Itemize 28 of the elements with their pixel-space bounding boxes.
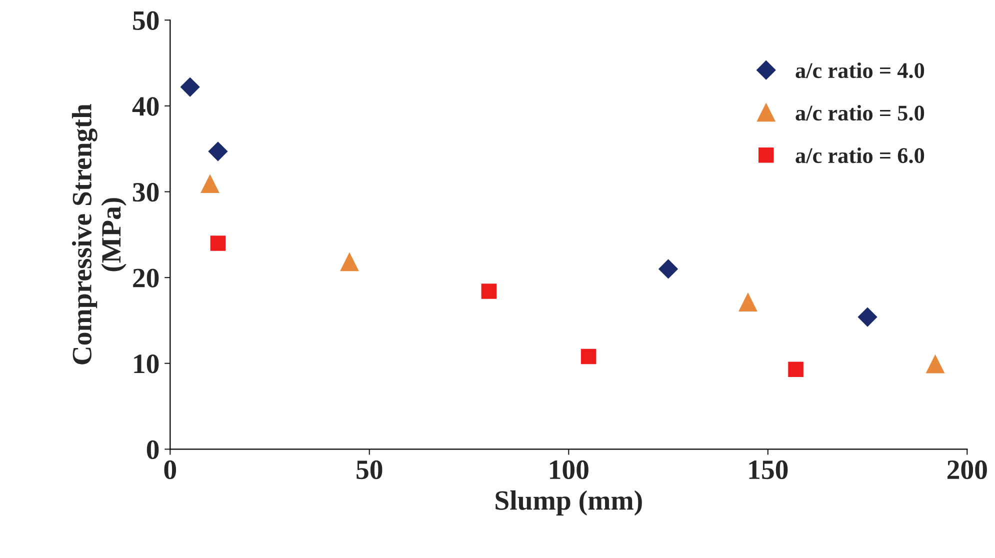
legend-label: a/c ratio = 6.0 [796, 147, 924, 164]
x-axis-title: Slump (mm) [496, 490, 642, 516]
y-tick-label: 40 [132, 97, 159, 116]
point [858, 307, 878, 327]
x-tick-label: 100 [550, 460, 588, 480]
legend-label: a/c ratio = 5.0 [796, 104, 924, 121]
point [481, 284, 497, 299]
legend-label: a/c ratio = 4.0 [796, 62, 924, 78]
point [208, 142, 228, 161]
x-tick-label: 0 [164, 460, 176, 480]
point [738, 293, 757, 312]
x-tick-label: 150 [749, 460, 788, 480]
point [658, 259, 678, 278]
point [580, 348, 596, 364]
point [340, 253, 358, 272]
point [788, 362, 804, 378]
y-tick-label: 30 [132, 182, 159, 202]
y-tick-label: 10 [134, 354, 159, 374]
y-tick-label: 0 [146, 440, 159, 460]
point [926, 355, 944, 374]
x-tick-label: 50 [356, 460, 382, 480]
y-tick-label: 50 [133, 11, 159, 30]
point [210, 236, 226, 251]
x-tick-label: 200 [947, 460, 987, 480]
y-tick-label: 20 [133, 268, 159, 288]
point [180, 77, 200, 97]
y-axis-title: Compressive Strength (MPa) [72, 104, 126, 364]
point [200, 174, 220, 194]
